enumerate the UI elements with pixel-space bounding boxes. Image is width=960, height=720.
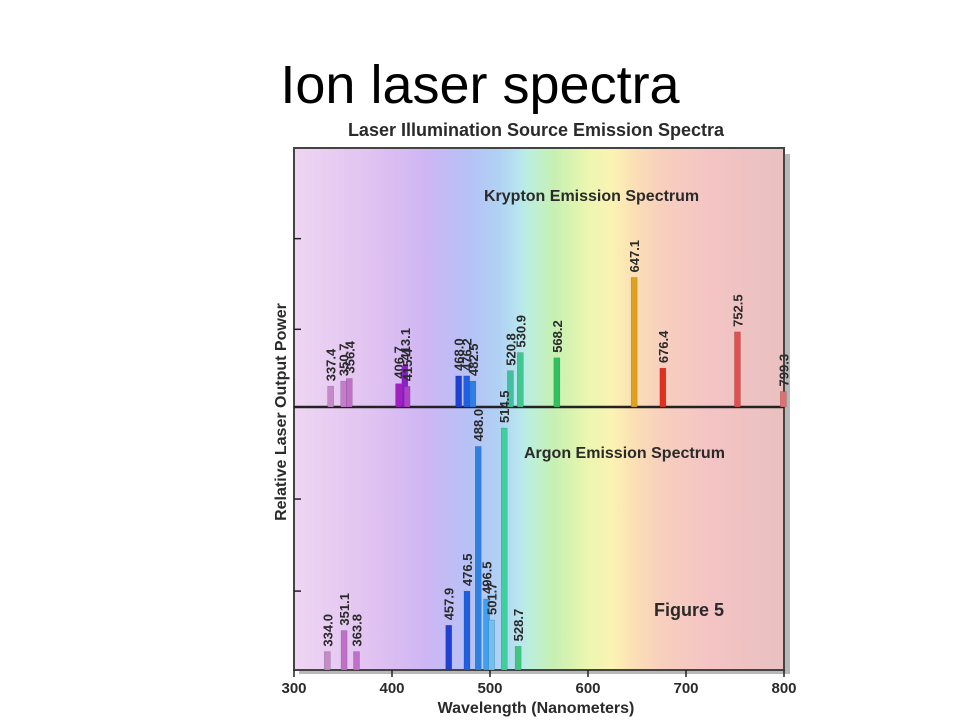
x-axis-label: Wavelength (Nanometers) <box>438 700 635 717</box>
emission-line-label-468.0: 468.0 <box>452 338 467 371</box>
emission-line-label-501.7: 501.7 <box>485 582 500 615</box>
emission-line-label-476.2: 476.2 <box>460 338 475 371</box>
emission-line-label-496.5: 496.5 <box>480 561 495 594</box>
emission-line-label-488.0: 488.0 <box>471 409 486 442</box>
y-axis-label: Relative Laser Output Power <box>273 303 290 521</box>
emission-line-356.4 <box>346 378 353 408</box>
emission-line-501.7 <box>488 619 495 671</box>
argon-panel-title: Argon Emission Spectrum <box>524 445 725 462</box>
chart-title: Laser Illumination Source Emission Spect… <box>348 120 725 140</box>
emission-line-476.5 <box>463 590 471 671</box>
emission-line-label-799.3: 799.3 <box>776 354 791 387</box>
emission-line-label-752.5: 752.5 <box>730 294 745 327</box>
emission-line-label-514.5: 514.5 <box>497 390 512 423</box>
emission-line-label-334.0: 334.0 <box>320 614 335 647</box>
x-tick-label-500: 500 <box>477 680 502 697</box>
emission-line-label-520.8: 520.8 <box>503 333 518 366</box>
emission-line-334.0 <box>324 651 331 671</box>
emission-line-label-356.4: 356.4 <box>342 340 357 373</box>
emission-line-752.5 <box>734 331 741 408</box>
emission-line-468.0 <box>455 375 462 408</box>
emission-line-799.3 <box>780 391 787 408</box>
emission-line-label-482.5: 482.5 <box>466 344 481 377</box>
plot-area <box>293 147 785 671</box>
emission-line-363.8 <box>353 651 360 671</box>
slide-title: Ion laser spectra <box>280 55 680 115</box>
krypton-panel-title: Krypton Emission Spectrum <box>484 188 699 205</box>
emission-line-label-647.1: 647.1 <box>627 240 642 273</box>
emission-line-476.2 <box>463 375 470 408</box>
x-tick-label-600: 600 <box>575 680 600 697</box>
emission-line-488.0 <box>474 446 482 671</box>
emission-line-label-350.7: 350.7 <box>337 344 352 377</box>
emission-line-415.4 <box>403 386 411 408</box>
emission-spectra-figure: Laser Illumination Source Emission Spect… <box>262 112 802 720</box>
emission-line-676.4 <box>659 367 667 408</box>
emission-line-label-676.4: 676.4 <box>656 330 671 363</box>
emission-line-label-337.4: 337.4 <box>324 348 339 381</box>
emission-line-520.8 <box>507 370 514 408</box>
x-tick-label-400: 400 <box>379 680 404 697</box>
emission-line-530.9 <box>517 352 524 408</box>
emission-line-label-413.1: 413.1 <box>398 328 413 361</box>
x-tick-label-800: 800 <box>771 680 796 697</box>
emission-line-568.2 <box>553 357 561 408</box>
emission-line-label-528.7: 528.7 <box>511 609 526 642</box>
emission-line-label-530.9: 530.9 <box>513 315 528 348</box>
x-tick-label-700: 700 <box>673 680 698 697</box>
emission-line-406.7 <box>395 383 402 408</box>
emission-line-514.5 <box>500 427 508 671</box>
emission-spectra-chart: Laser Illumination Source Emission Spect… <box>273 120 797 717</box>
emission-line-label-568.2: 568.2 <box>550 320 565 353</box>
emission-line-350.7 <box>340 380 347 408</box>
x-tick-label-300: 300 <box>281 680 306 697</box>
emission-line-label-476.5: 476.5 <box>460 554 475 587</box>
emission-line-337.4 <box>327 386 334 408</box>
emission-line-label-351.1: 351.1 <box>337 593 352 626</box>
emission-line-label-415.4: 415.4 <box>400 348 415 381</box>
emission-line-457.9 <box>445 625 452 671</box>
emission-line-label-457.9: 457.9 <box>442 588 457 621</box>
emission-line-647.1 <box>630 277 638 408</box>
emission-line-label-363.8: 363.8 <box>350 614 365 647</box>
emission-line-528.7 <box>514 646 522 671</box>
emission-line-482.5 <box>469 380 477 408</box>
figure-label: Figure 5 <box>654 600 724 620</box>
emission-line-351.1 <box>340 630 348 671</box>
